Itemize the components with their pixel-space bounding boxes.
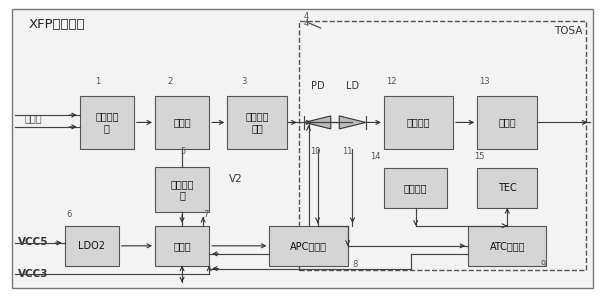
Text: 光隔离器: 光隔离器 [407, 117, 430, 128]
Bar [155, 167, 209, 212]
Bar [299, 21, 586, 270]
Bar [384, 168, 447, 208]
Text: V2: V2 [229, 173, 243, 184]
Bar [477, 96, 537, 149]
Bar [155, 226, 209, 266]
Text: 光接口: 光接口 [499, 117, 516, 128]
Bar [269, 226, 348, 266]
Bar [80, 96, 134, 149]
Bar [227, 96, 287, 149]
Text: 14: 14 [370, 152, 381, 162]
Text: 1: 1 [95, 77, 100, 86]
Bar [155, 96, 209, 149]
Text: LDO2: LDO2 [78, 241, 105, 251]
Text: PD: PD [311, 81, 324, 91]
Text: 4: 4 [304, 19, 309, 28]
Text: 4: 4 [304, 12, 309, 21]
Text: 功率检测
器: 功率检测 器 [170, 179, 194, 200]
Text: 15: 15 [474, 152, 485, 162]
Text: 单片机: 单片机 [173, 241, 191, 251]
Text: ATC控制器: ATC控制器 [489, 241, 525, 251]
Text: VCC5: VCC5 [18, 237, 49, 247]
Text: 差分线: 差分线 [24, 113, 42, 123]
Text: 13: 13 [479, 77, 489, 86]
Text: VCC3: VCC3 [18, 268, 49, 279]
Text: 3: 3 [241, 77, 246, 86]
Text: 2: 2 [167, 77, 172, 86]
Bar [468, 226, 546, 266]
Text: 11: 11 [342, 148, 352, 156]
Text: 12: 12 [385, 77, 396, 86]
Bar [65, 226, 119, 266]
Text: 阻抗匹配
电路: 阻抗匹配 电路 [246, 112, 269, 133]
Text: 热敏电阻: 热敏电阻 [404, 183, 427, 193]
Text: 6: 6 [67, 210, 72, 219]
Text: 巴伦转换
器: 巴伦转换 器 [95, 112, 119, 133]
Text: LD: LD [346, 81, 359, 91]
Text: 7: 7 [203, 210, 209, 219]
Polygon shape [339, 116, 366, 129]
Text: 8: 8 [352, 260, 358, 268]
Text: 10: 10 [310, 148, 321, 156]
Polygon shape [304, 116, 331, 129]
Bar [477, 168, 537, 208]
Text: TOSA: TOSA [554, 27, 583, 36]
Bar [384, 96, 453, 149]
Text: XFP光发模块: XFP光发模块 [28, 18, 85, 31]
Text: TEC: TEC [498, 183, 517, 193]
Text: 耦合器: 耦合器 [173, 117, 191, 128]
Text: 5: 5 [181, 148, 186, 156]
Text: APC控制器: APC控制器 [290, 241, 327, 251]
Text: 9: 9 [540, 260, 546, 268]
